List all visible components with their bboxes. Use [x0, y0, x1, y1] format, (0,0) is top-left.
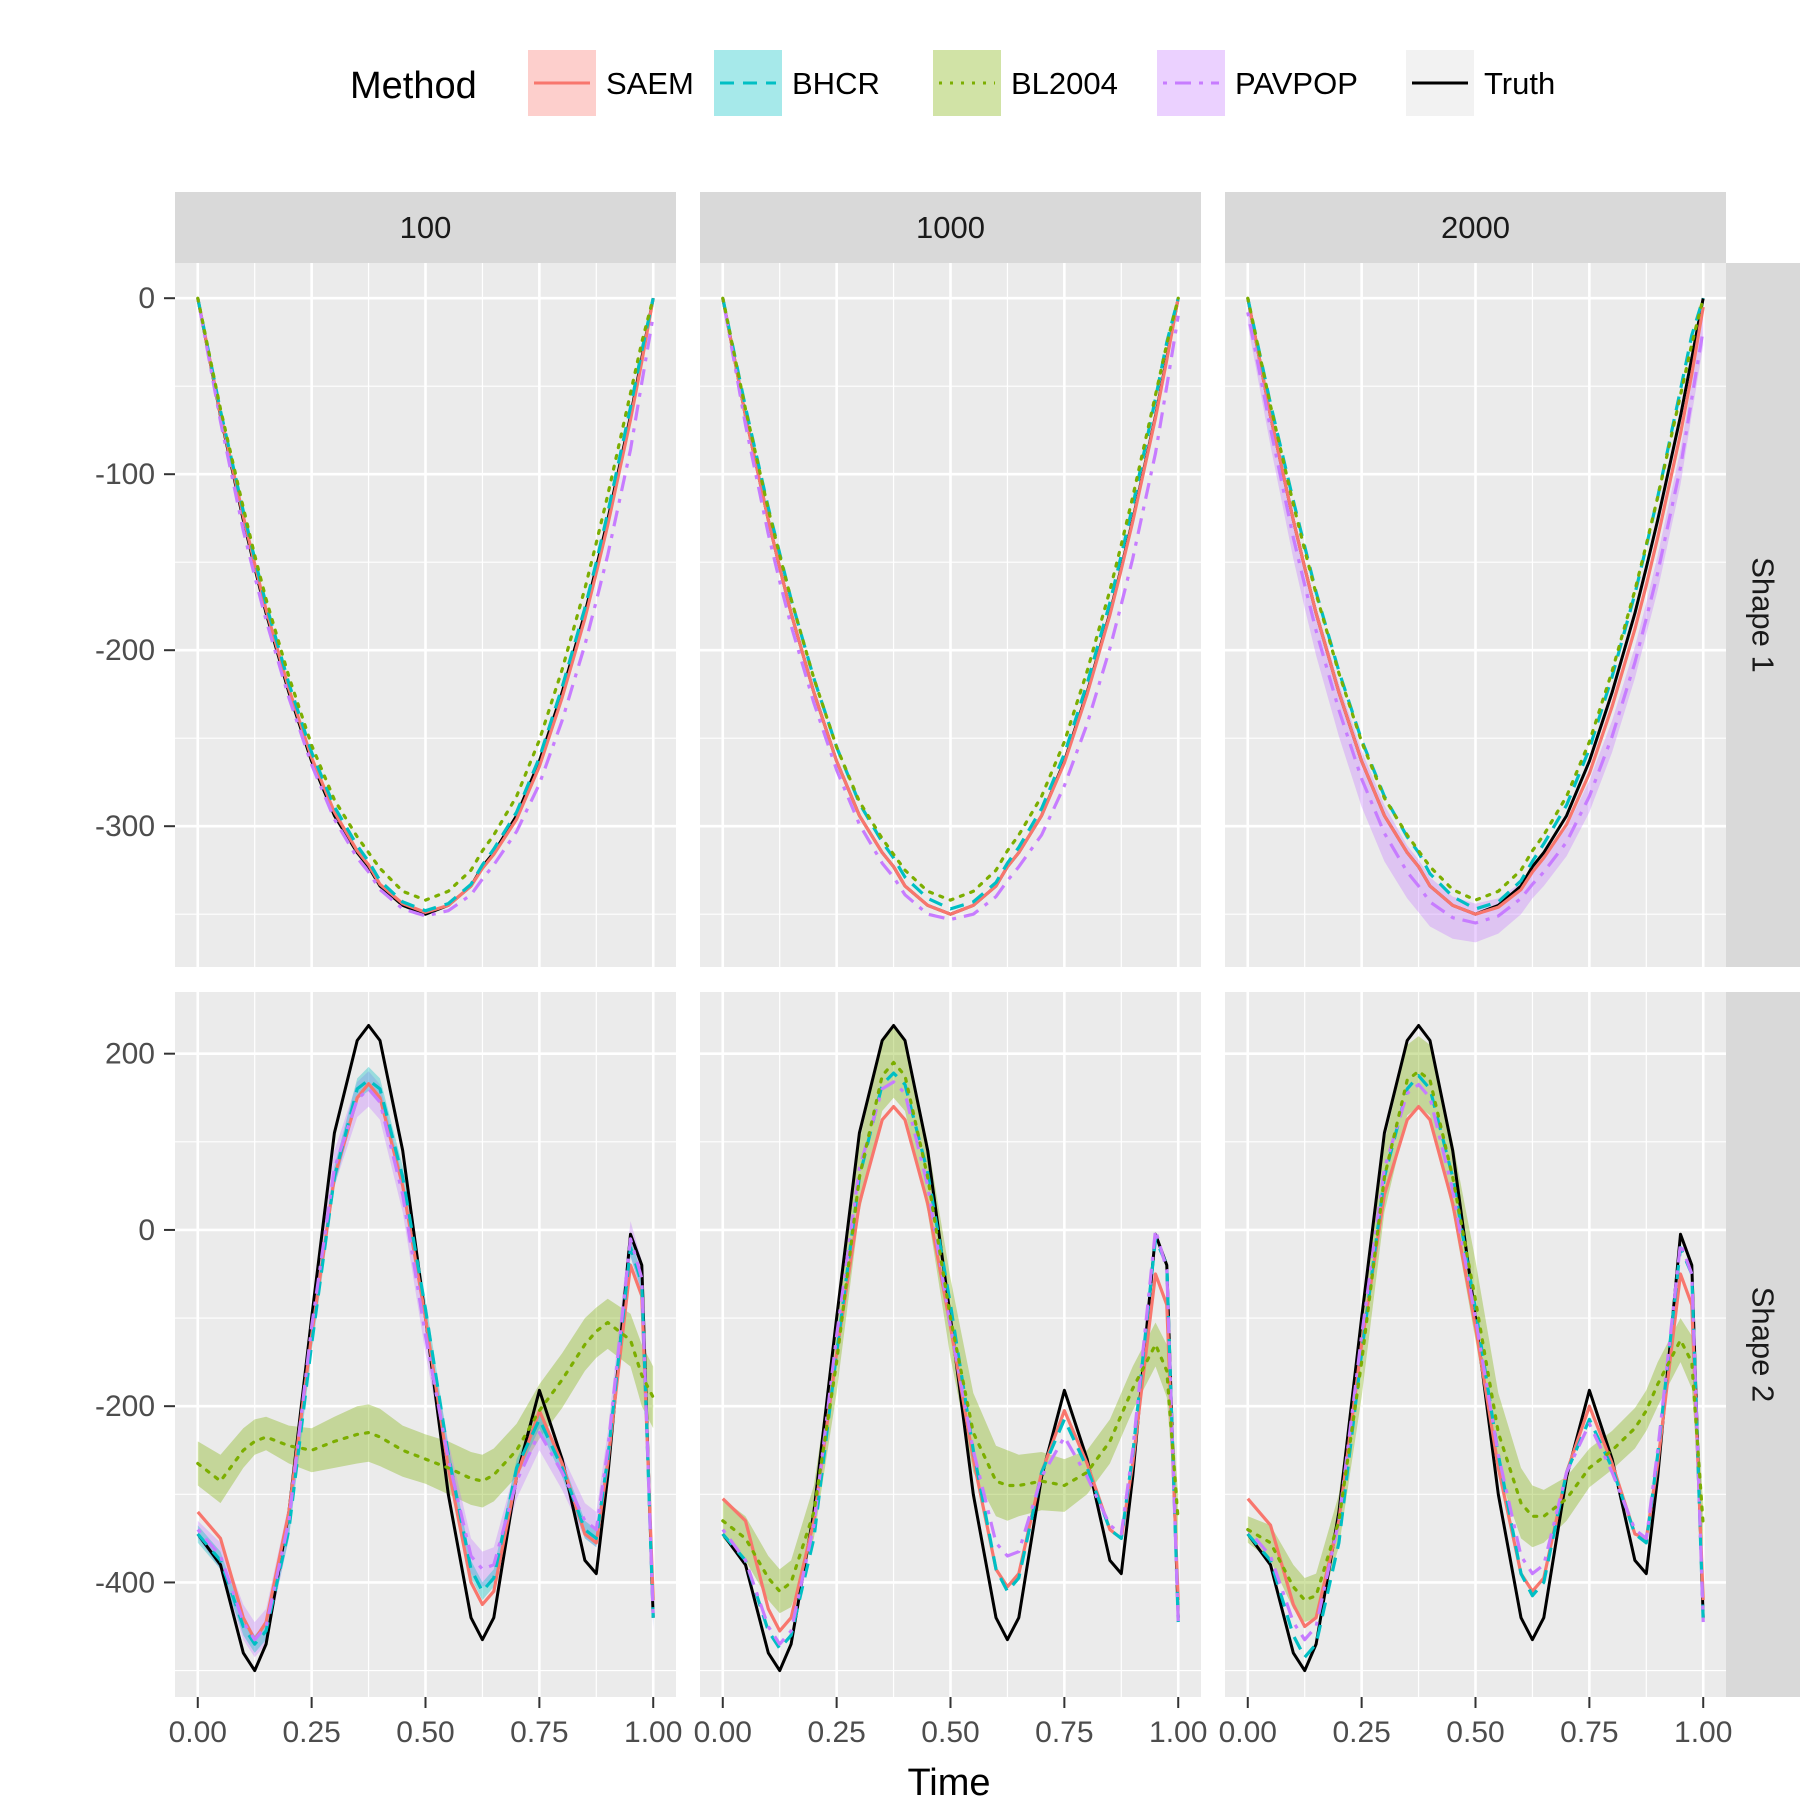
x-tick-label: 0.25	[282, 1716, 340, 1749]
panel-100-shape-2	[175, 992, 676, 1697]
column-strip	[700, 192, 1201, 263]
column-strip-label: 100	[400, 210, 452, 245]
y-tick-label: 0	[138, 1214, 155, 1247]
series-line-bl2004	[721, 1060, 1180, 1593]
x-tick-label: 0.75	[1560, 1716, 1618, 1749]
x-tick-label: 0.50	[1446, 1716, 1504, 1749]
series-line-bhcr	[196, 1078, 655, 1646]
column-strip-label: 1000	[916, 210, 985, 245]
series-line-saem	[1246, 297, 1705, 916]
series-line-pavpop	[196, 297, 655, 918]
legend-key-background	[933, 50, 1001, 116]
series-line-bhcr	[196, 297, 655, 913]
legend-items: SAEM BHCR BL2004 PAVPOP Truth	[528, 50, 1555, 116]
legend-entry-pavpop: PAVPOP	[1157, 50, 1358, 116]
legend-label: SAEM	[606, 66, 694, 101]
legend-label: BL2004	[1011, 66, 1118, 101]
legend-entry-bl2004: BL2004	[933, 50, 1118, 116]
series-line-pavpop	[721, 1080, 1180, 1646]
y-tick-label: -200	[95, 1390, 155, 1423]
x-tick-label: 0.75	[510, 1716, 568, 1749]
panel-1000-shape-2	[700, 992, 1201, 1697]
y-tick-label: -200	[95, 634, 155, 667]
x-tick-label: 1.00	[1674, 1716, 1732, 1749]
facet-strips: 100 1000 2000 Shape 1 Shape 2	[175, 192, 1800, 1697]
column-strip-label: 2000	[1441, 210, 1510, 245]
column-strip	[1225, 192, 1726, 263]
legend-entry-bhcr: BHCR	[714, 50, 880, 116]
y-tick-label: 0	[138, 282, 155, 315]
x-tick-label: 0.25	[807, 1716, 865, 1749]
series-line-bhcr	[1246, 1074, 1705, 1659]
row-strip-label: Shape 2	[1746, 1287, 1781, 1403]
facet-panels	[175, 263, 1726, 1697]
legend-entry-saem: SAEM	[528, 50, 694, 116]
y-tick-label: -300	[95, 810, 155, 843]
x-tick-label: 0.00	[694, 1716, 752, 1749]
y-tick-label: 200	[105, 1038, 155, 1071]
column-strip	[175, 192, 676, 263]
x-tick-label: 1.00	[1149, 1716, 1207, 1749]
x-tick-label: 1.00	[624, 1716, 682, 1749]
series-line-saem	[721, 297, 1180, 916]
y-tick-label: -100	[95, 458, 155, 491]
x-tick-label: 0.50	[921, 1716, 979, 1749]
y-tick-label: -400	[95, 1566, 155, 1599]
row-strip-label: Shape 1	[1746, 557, 1781, 673]
series-line-pavpop	[196, 1087, 655, 1642]
series-line-pavpop	[721, 297, 1180, 922]
panel-2000-shape-1	[1225, 263, 1726, 967]
panel-1000-shape-1	[700, 263, 1201, 967]
series-line-pavpop	[1246, 1082, 1705, 1642]
legend-title: Method	[350, 65, 477, 107]
series-line-bl2004	[1246, 1069, 1705, 1602]
panel-100-shape-1	[175, 263, 676, 967]
axes: 0 -100 -200 -300 200 0 -200 -400 0.00 0.25 0.50 0.7…	[95, 282, 1732, 1749]
row-strip	[1726, 263, 1800, 967]
x-axis-title: Time	[907, 1762, 990, 1800]
series-line-bl2004	[721, 296, 1180, 902]
legend-label: BHCR	[792, 66, 880, 101]
x-tick-label: 0.75	[1035, 1716, 1093, 1749]
x-tick-label: 0.00	[169, 1716, 227, 1749]
legend-label: Truth	[1484, 66, 1555, 101]
legend-label: PAVPOP	[1235, 66, 1358, 101]
series-line-bl2004	[196, 296, 655, 902]
panel-2000-shape-2	[1225, 992, 1726, 1697]
row-strip	[1726, 992, 1800, 1697]
series-line-bl2004	[1246, 296, 1705, 902]
x-tick-label: 0.50	[396, 1716, 454, 1749]
series-line-pavpop	[1246, 311, 1705, 925]
series-line-bl2004	[196, 1320, 655, 1483]
x-tick-label: 0.00	[1219, 1716, 1277, 1749]
legend-entry-truth: Truth	[1406, 50, 1555, 116]
confidence-band-bl2004	[197, 1298, 654, 1508]
legend: Method SAEM BHCR BL2004 PAVPOP Truth	[350, 50, 1555, 116]
x-tick-label: 0.25	[1332, 1716, 1390, 1749]
